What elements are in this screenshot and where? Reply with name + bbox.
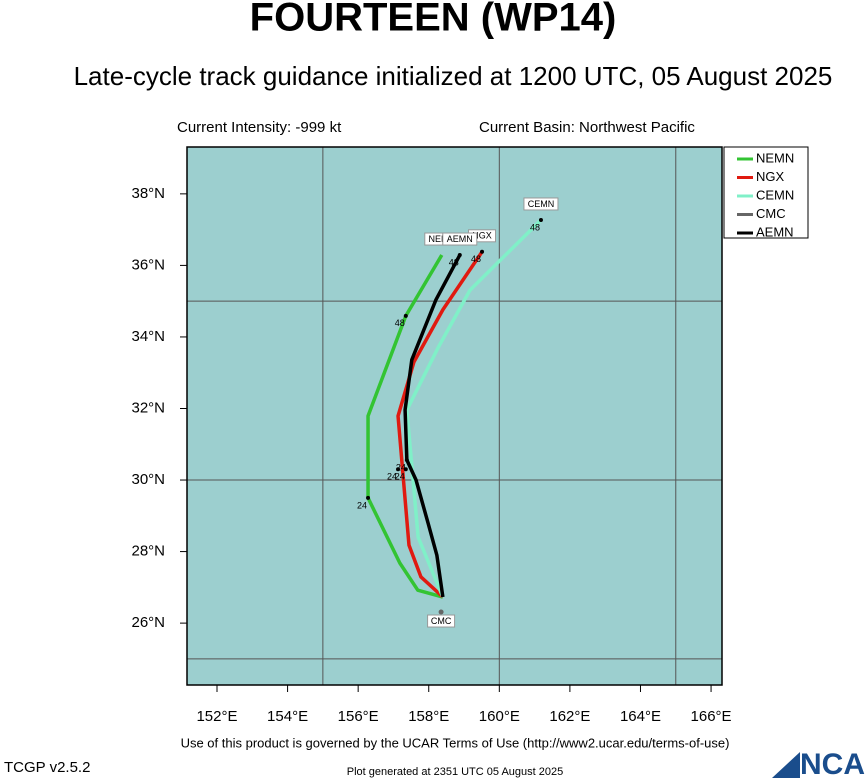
x-tick-label: 158°E (408, 708, 449, 725)
y-tick-label: 26°N (131, 614, 165, 631)
forecast-hour: 24 (395, 472, 405, 482)
forecast-point (403, 467, 408, 472)
forecast-hour: 48 (395, 318, 405, 328)
basin: Current Basin: Northwest Pacific (479, 119, 695, 136)
x-tick-label: 166°E (691, 708, 732, 725)
track-name: CMC (431, 616, 452, 626)
forecast-hour: 24 (357, 500, 367, 510)
chart-title: FOURTEEN (WP14) (250, 0, 617, 40)
track (396, 250, 484, 599)
x-tick-label: 156°E (338, 708, 379, 725)
legend-label: NEMN (756, 150, 794, 165)
x-tick-label: 154°E (267, 708, 308, 725)
forecast-hour: 48 (530, 222, 540, 232)
forecast-point (366, 495, 371, 500)
legend-label: NGX (756, 169, 785, 184)
x-tick-label: 162°E (549, 708, 590, 725)
logo-mark (772, 752, 800, 778)
forecast-point (538, 217, 543, 222)
terms: Use of this product is governed by the U… (181, 735, 730, 750)
label-box (427, 614, 456, 628)
x-tick-label: 152°E (196, 708, 237, 725)
legend-box (723, 146, 809, 239)
forecast-hour: 24 (396, 462, 406, 472)
legend-label: CMC (756, 206, 786, 221)
track-name: CEMN (528, 199, 555, 209)
x-tick-label: 160°E (479, 708, 520, 725)
plot-background (187, 147, 722, 685)
track-name: AEMN (447, 234, 473, 244)
y-tick-label: 38°N (131, 185, 165, 202)
forecast-point (403, 313, 408, 318)
generated: Plot generated at 2351 UTC 05 August 202… (347, 766, 564, 778)
forecast-point (457, 253, 462, 258)
track-end-label: CMC (427, 614, 456, 628)
label-box (523, 197, 559, 211)
x-tick-label: 164°E (620, 708, 661, 725)
track (405, 218, 543, 598)
forecast-hour: 48 (449, 257, 459, 267)
track-end-label: AEMN (442, 232, 478, 246)
plot-frame (186, 146, 723, 686)
forecast-point (480, 249, 485, 254)
y-tick-label: 36°N (131, 256, 165, 273)
y-tick-label: 30°N (131, 471, 165, 488)
track-name: NGX (472, 231, 492, 241)
track-end-label: CEMN (523, 197, 559, 211)
y-tick-label: 28°N (131, 543, 165, 560)
legend-label: CEMN (756, 187, 794, 202)
y-tick-label: 32°N (131, 399, 165, 416)
logo: NCAR (800, 748, 867, 780)
forecast-hour: 24 (387, 472, 397, 482)
chart-subtitle: Late-cycle track guidance initialized at… (74, 61, 833, 91)
forecast-point (396, 467, 401, 472)
track-point (438, 609, 444, 615)
y-tick-label: 34°N (131, 328, 165, 345)
label-box (442, 232, 478, 246)
forecast-hour: 48 (471, 254, 481, 264)
version: TCGP v2.5.2 (4, 759, 90, 776)
track-name: NEMN (429, 234, 456, 244)
legend-label: AEMN (756, 224, 794, 239)
intensity: Current Intensity: -999 kt (177, 119, 342, 136)
legend: NEMN NGX CEMN CMC AEMN (723, 146, 809, 239)
forecast-point (404, 457, 409, 462)
